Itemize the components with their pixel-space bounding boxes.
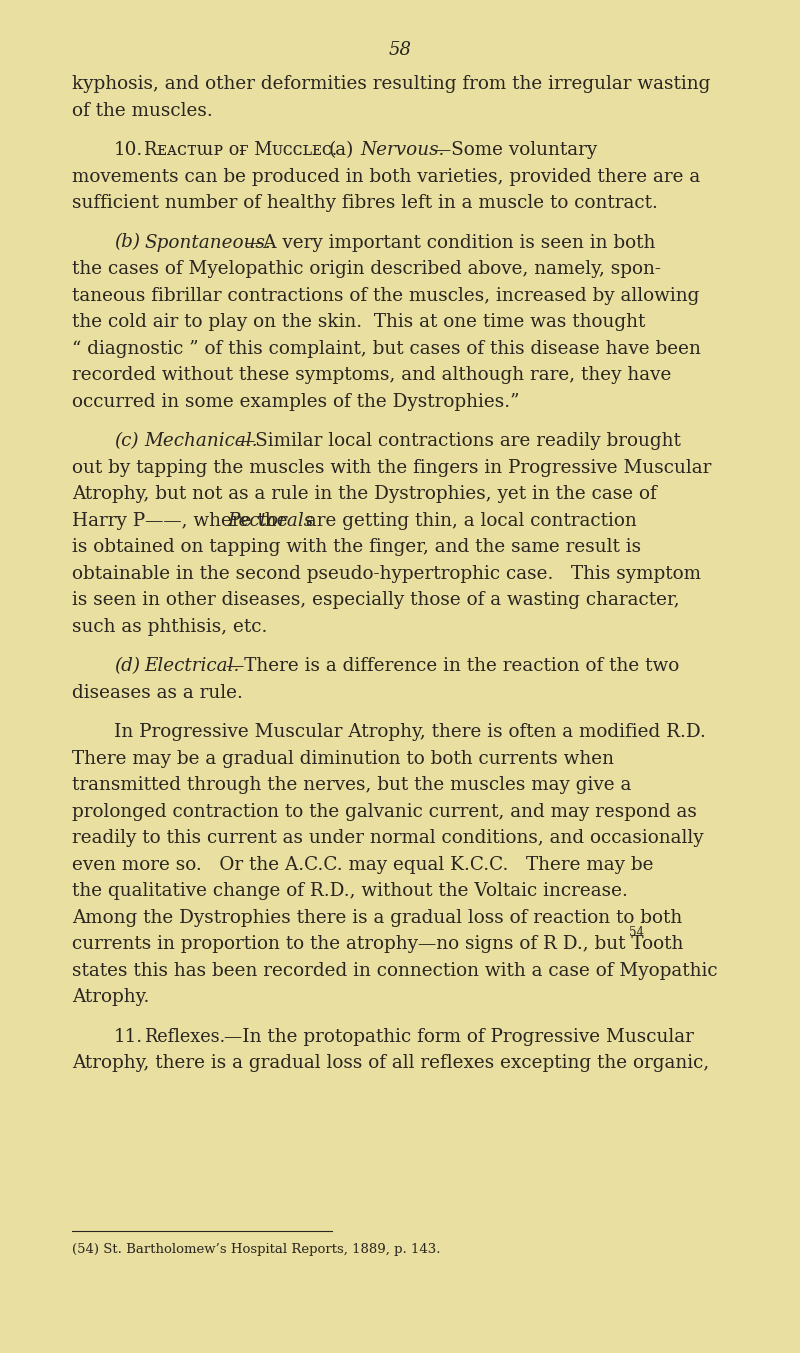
Text: obtainable in the second pseudo-hypertrophic case.   This symptom: obtainable in the second pseudo-hypertro… [72,564,701,583]
Text: diseases as a rule.: diseases as a rule. [72,683,243,701]
Text: currents in proportion to the atrophy—no signs of R D., but Tooth: currents in proportion to the atrophy—no… [72,935,683,953]
Text: readily to this current as under normal conditions, and occasionally: readily to this current as under normal … [72,829,704,847]
Text: Harry P——, where the: Harry P——, where the [72,511,294,529]
Text: prolonged contraction to the galvanic current, and may respond as: prolonged contraction to the galvanic cu… [72,802,697,820]
Text: (a): (a) [329,141,354,160]
Text: Spontaneous.: Spontaneous. [144,234,270,252]
Text: (54) St. Bartholomew’s Hospital Reports, 1889, p. 143.: (54) St. Bartholomew’s Hospital Reports,… [72,1243,441,1256]
Text: states this has been recorded in connection with a case of Myopathic: states this has been recorded in connect… [72,962,718,980]
Text: recorded without these symptoms, and although rare, they have: recorded without these symptoms, and alt… [72,367,671,384]
Text: Atrophy.: Atrophy. [72,988,150,1007]
Text: —A very important condition is seen in both: —A very important condition is seen in b… [245,234,655,252]
Text: 58: 58 [389,41,411,60]
Text: is obtained on tapping with the finger, and the same result is: is obtained on tapping with the finger, … [72,538,641,556]
Text: Atrophy, but not as a rule in the Dystrophies, yet in the case of: Atrophy, but not as a rule in the Dystro… [72,484,657,503]
Text: the cold air to play on the skin.  This at one time was thought: the cold air to play on the skin. This a… [72,313,646,331]
Text: the qualitative change of R.D., without the Voltaic increase.: the qualitative change of R.D., without … [72,882,628,900]
Text: —There is a difference in the reaction of the two: —There is a difference in the reaction o… [226,658,678,675]
Text: (b): (b) [114,234,140,252]
Text: (d): (d) [114,658,140,675]
Text: taneous fibrillar contractions of the muscles, increased by allowing: taneous fibrillar contractions of the mu… [72,287,699,304]
Text: 11.: 11. [114,1027,143,1046]
Text: are getting thin, a local contraction: are getting thin, a local contraction [299,511,636,529]
Text: —In the protopathic form of Progressive Muscular: —In the protopathic form of Progressive … [224,1027,694,1046]
Text: Mechanical.: Mechanical. [144,432,258,451]
Text: In Progressive Muscular Atrophy, there is often a modified R.D.: In Progressive Muscular Atrophy, there i… [114,723,706,741]
Text: —Similar local contractions are readily brought: —Similar local contractions are readily … [237,432,681,451]
Text: kyphosis, and other deformities resulting from the irregular wasting: kyphosis, and other deformities resultin… [72,74,710,93]
Text: the cases of Myelopathic origin described above, namely, spon-: the cases of Myelopathic origin describe… [72,260,661,277]
Text: transmitted through the nerves, but the muscles may give a: transmitted through the nerves, but the … [72,777,631,794]
Text: There may be a gradual diminution to both currents when: There may be a gradual diminution to bot… [72,750,614,767]
Text: —Some voluntary: —Some voluntary [433,141,598,160]
Text: even more so.   Or the A.C.C. may equal K.C.C.   There may be: even more so. Or the A.C.C. may equal K.… [72,855,654,874]
Text: out by tapping the muscles with the fingers in Progressive Muscular: out by tapping the muscles with the fing… [72,459,711,476]
Text: Among the Dystrophies there is a gradual loss of reaction to both: Among the Dystrophies there is a gradual… [72,908,682,927]
Text: such as phthisis, etc.: such as phthisis, etc. [72,617,267,636]
Text: Rᴇᴀᴄᴛɯᴘ ᴏғ Mᴜᴄᴄʟᴇᴄ.: Rᴇᴀᴄᴛɯᴘ ᴏғ Mᴜᴄᴄʟᴇᴄ. [144,141,338,160]
Text: Nervous.: Nervous. [360,141,444,160]
Text: is seen in other diseases, especially those of a wasting character,: is seen in other diseases, especially th… [72,591,680,609]
Text: 10.: 10. [114,141,143,160]
Text: 54: 54 [629,925,643,939]
Text: Reflexes.: Reflexes. [144,1027,225,1046]
Text: of the muscles.: of the muscles. [72,101,213,119]
Text: Atrophy, there is a gradual loss of all reflexes excepting the organic,: Atrophy, there is a gradual loss of all … [72,1054,710,1072]
Text: Electrical.: Electrical. [144,658,239,675]
Text: (c): (c) [114,432,138,451]
Text: Pectorals: Pectorals [227,511,314,529]
Text: sufficient number of healthy fibres left in a muscle to contract.: sufficient number of healthy fibres left… [72,193,658,212]
Text: occurred in some examples of the Dystrophies.”: occurred in some examples of the Dystrop… [72,392,519,410]
Text: movements can be produced in both varieties, provided there are a: movements can be produced in both variet… [72,168,700,185]
Text: “ diagnostic ” of this complaint, but cases of this disease have been: “ diagnostic ” of this complaint, but ca… [72,340,701,357]
